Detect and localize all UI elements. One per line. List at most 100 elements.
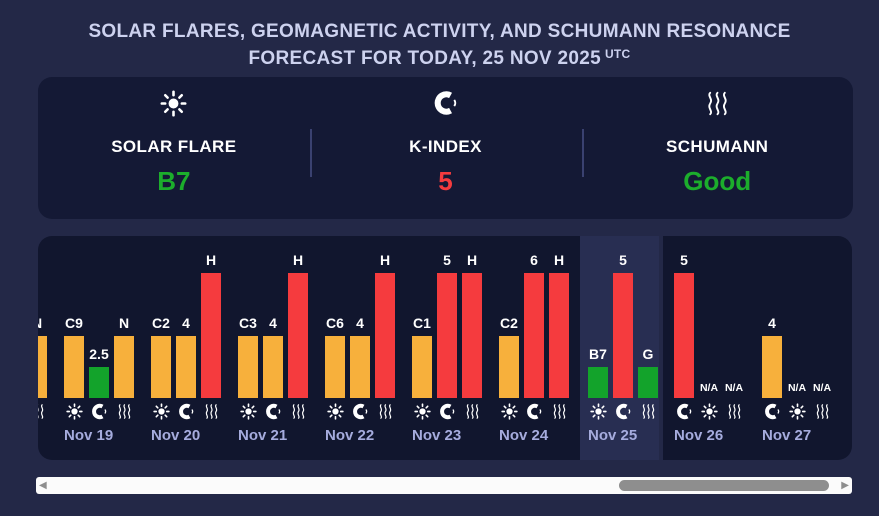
severity-bar-red <box>613 273 633 398</box>
metric-column: C6 <box>325 315 345 398</box>
chart-panel-past: N C9 2.5 N Nov 19 C2 4 H Nov 20 C3 4 H Nov 21 C6 4 H Nov… <box>38 236 580 460</box>
magnet-icon <box>674 403 694 420</box>
bars-row: C9 2.5 N <box>64 236 134 398</box>
severity-bar-red <box>674 273 694 398</box>
bar-value-label: N/A <box>812 382 832 394</box>
bar-value-label: C3 <box>239 315 257 331</box>
severity-bar-red <box>462 273 482 398</box>
metric-icons-row <box>412 403 482 420</box>
metric-icons-row <box>588 403 658 420</box>
summary-card: SOLAR FLARE B7 K-INDEX 5 SCHUMANN Good <box>38 77 853 219</box>
scroll-right-arrow[interactable]: ▶ <box>841 480 849 491</box>
severity-bar-orange <box>412 336 432 398</box>
day-group-nov-27: 4 N/A N/A Nov 27 <box>762 236 832 460</box>
timezone-label: UTC <box>604 47 631 61</box>
date-label: Nov 26 <box>674 427 724 444</box>
day-group-nov-25: B7 5 G Nov 25 <box>588 236 658 444</box>
metric-column: H <box>201 252 221 398</box>
waves-icon <box>638 403 658 420</box>
magnet-icon <box>524 403 544 420</box>
bars-row: C2 6 H <box>499 236 569 398</box>
metric-column: N/A <box>724 382 744 398</box>
bar-value-label: 4 <box>269 315 277 331</box>
bar-value-label: 4 <box>356 315 364 331</box>
waves-icon <box>38 403 47 420</box>
magnet-icon <box>176 403 196 420</box>
metric-column: N/A <box>812 382 832 398</box>
sun-icon <box>699 403 719 420</box>
waves-icon <box>724 403 744 420</box>
summary-value: 5 <box>438 166 453 196</box>
scrollbar-thumb[interactable] <box>619 480 829 491</box>
magnet-icon <box>89 403 109 420</box>
magnet-icon <box>263 403 283 420</box>
summary-solar-flare: SOLAR FLARE B7 <box>38 89 310 219</box>
horizontal-scrollbar[interactable]: ◀ ▶ <box>36 477 852 494</box>
sun-icon <box>238 403 258 420</box>
summary-value: B7 <box>157 166 191 196</box>
bars-row: C3 4 H <box>238 236 308 398</box>
bar-value-label: N <box>118 315 130 331</box>
bar-value-label: H <box>466 252 478 268</box>
scroll-left-arrow[interactable]: ◀ <box>39 480 47 491</box>
bars-row: C1 5 H <box>412 236 482 398</box>
waves-icon <box>288 403 308 420</box>
day-group-nov-21: C3 4 H Nov 21 <box>238 236 308 460</box>
metric-column: 5 <box>437 252 457 398</box>
chart-scroll-area[interactable]: N C9 2.5 N Nov 19 C2 4 H Nov 20 C3 4 H Nov 21 C6 4 H Nov… <box>38 236 853 460</box>
bar-value-label: 4 <box>182 315 190 331</box>
sun-icon <box>38 89 310 117</box>
metric-column: H <box>288 252 308 398</box>
bar-value-label: 4 <box>768 315 776 331</box>
summary-label: K-INDEX <box>409 137 482 156</box>
date-label: Nov 20 <box>151 427 201 444</box>
summary-k-index: K-INDEX 5 <box>310 89 582 219</box>
bar-value-label: 5 <box>443 252 451 268</box>
date-label: Nov 22 <box>325 427 375 444</box>
waves-icon <box>201 403 221 420</box>
title-line-2: FORECAST FOR TODAY, 25 NOV 2025 UTC <box>248 47 631 69</box>
magnet-icon <box>310 89 582 117</box>
date-label: Nov 23 <box>412 427 462 444</box>
metric-column: 2.5 <box>89 346 109 398</box>
day-group-nov-23: C1 5 H Nov 23 <box>412 236 482 460</box>
severity-bar-orange <box>38 336 47 398</box>
date-label: Nov 19 <box>64 427 114 444</box>
date-label: Nov 21 <box>238 427 288 444</box>
metric-column: N <box>114 315 134 398</box>
metric-column: 5 <box>613 252 633 398</box>
card-divider <box>310 129 313 177</box>
bar-value-label: C6 <box>326 315 344 331</box>
severity-bar-orange <box>114 336 134 398</box>
day-group-nov-18-partial: N <box>38 236 47 460</box>
bar-value-label: B7 <box>589 346 607 362</box>
waves-icon <box>812 403 832 420</box>
bar-value-label: C9 <box>65 315 83 331</box>
severity-bar-orange <box>238 336 258 398</box>
waves-icon <box>549 403 569 420</box>
sun-icon <box>64 403 84 420</box>
magnet-icon <box>437 403 457 420</box>
magnet-icon <box>762 403 782 420</box>
bar-value-label: H <box>292 252 304 268</box>
date-label: Nov 25 <box>588 427 638 444</box>
sun-icon <box>588 403 608 420</box>
metric-column: 6 <box>524 252 544 398</box>
metric-column: H <box>462 252 482 398</box>
metric-icons-row <box>238 403 308 420</box>
bars-row: 5 N/A N/A <box>674 236 744 398</box>
bar-value-label: H <box>379 252 391 268</box>
metric-column: H <box>375 252 395 398</box>
summary-label: SCHUMANN <box>665 137 769 156</box>
metric-column: 4 <box>263 315 283 398</box>
bars-row: N <box>38 236 47 398</box>
bars-row: B7 5 G <box>588 236 658 398</box>
day-group-nov-26: 5 N/A N/A Nov 26 <box>674 236 744 460</box>
metric-icons-row <box>38 403 47 420</box>
severity-bar-red <box>437 273 457 398</box>
title-line-1: SOLAR FLARES, GEOMAGNETIC ACTIVITY, AND … <box>88 21 791 42</box>
metric-column: C3 <box>238 315 258 398</box>
summary-value: Good <box>683 166 752 196</box>
severity-bar-orange <box>350 336 370 398</box>
